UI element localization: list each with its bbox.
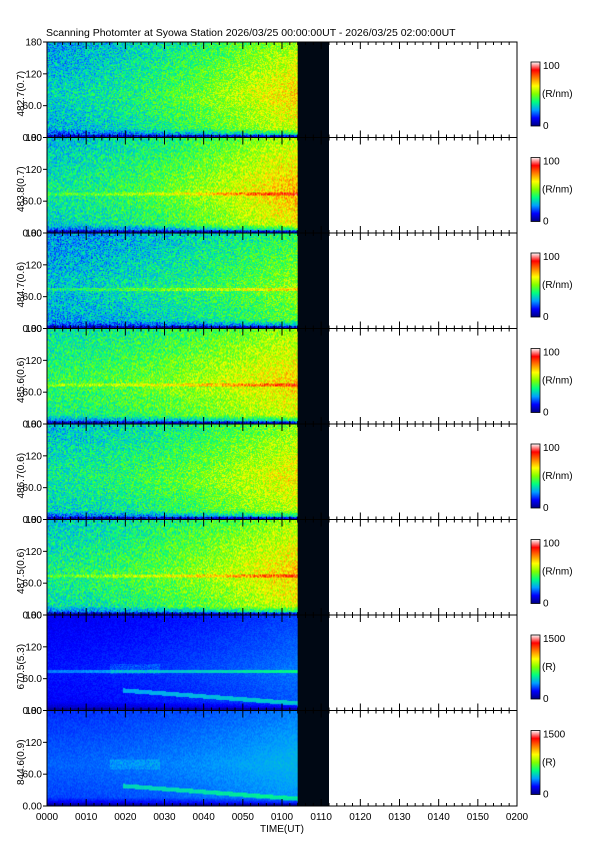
heatmap-image [47,615,298,711]
x-tick-label: 0100 [271,812,294,823]
colorbar-max-label: 100 [543,61,560,72]
heatmap-image [47,711,298,807]
colorbar-max-label: 1500 [543,634,566,645]
x-tick-label: 0140 [428,812,451,823]
y-tick-label: 180 [25,611,42,622]
colorbar-min-label: 0 [543,217,549,228]
x-tick-label: 0050 [232,812,255,823]
panel-label: 482.7(0.7) [16,71,27,117]
colorbar-max-label: 100 [543,157,560,168]
colorbar-max-label: 100 [543,252,560,263]
colorbar-max-label: 100 [543,348,560,359]
no-data-band [298,424,329,520]
panel-4: 0.0060.0120180485.6(0.6)1000(R/nm) [16,324,573,431]
x-tick-label: 0130 [388,812,411,823]
x-tick-label: 0000 [36,812,59,823]
heatmap-image [47,138,298,234]
y-tick-label: 120 [25,260,42,271]
colorbar [531,253,540,317]
colorbar-unit-label: (R/nm) [542,567,573,578]
y-tick-label: 120 [25,165,42,176]
colorbar-max-label: 1500 [543,730,566,741]
no-data-band [298,711,329,807]
colorbar [531,635,540,699]
colorbar-max-label: 100 [543,443,560,454]
panel-8: 0.00 60.0 120 180 844.6(0.9) 1500 0 (R) [16,706,566,813]
colorbar-unit-label: (R/nm) [542,471,573,482]
heatmap-image [47,233,298,329]
panel-label: 484.7(0.6) [16,262,27,308]
panel-1: 0.00 60.0 120 180 482.7(0.7) 100 0 (R/nm) [16,38,573,145]
colorbar [531,444,540,508]
x-tick-label: 0150 [467,812,490,823]
colorbar-unit-label: (R/nm) [542,376,573,387]
y-tick-label: 0.00 [23,802,43,813]
no-data-band [298,520,329,616]
panel-7: 0.00 60.0 120 180 670.5(5.3) 1500 0 (R) [16,611,566,718]
colorbar-max-label: 100 [543,539,560,550]
y-tick-label: 180 [25,324,42,335]
heatmap-image [47,329,298,425]
heatmap-image [47,42,298,138]
x-tick-label: 0120 [349,812,372,823]
colorbar-min-label: 0 [543,503,549,514]
colorbar [531,731,540,795]
colorbar-unit-label: (R/nm) [542,185,573,196]
heatmap-image [47,424,298,520]
figure-title: Scanning Photomter at Syowa Station 2026… [46,27,456,39]
no-data-band [298,329,329,425]
x-tick-label: 0040 [193,812,216,823]
panel-5: 0.00 60.0 120 180 486.7(0.6) 100 0 (R/nm) [16,420,573,527]
x-tick-label: 0200 [506,812,529,823]
y-tick-label: 120 [25,642,42,653]
x-tick-label: 0010 [75,812,98,823]
time-axis: 0000 0010 0020 0030 0040 0050 0100 0110 0120 0130… [36,812,529,835]
panel-2: 0.00 60.0 120 180 483.8(0.7) 100 0 (R/nm) [16,133,573,240]
panel-6: 0.00 60.0 120 180 487.5(0.6) 100 0 (R/nm) [16,515,573,622]
colorbar-min-label: 0 [543,790,549,801]
y-tick-label: 120 [25,451,42,462]
y-tick-label: 180 [25,706,42,717]
y-tick-label: 180 [25,515,42,526]
heatmap-image [47,520,298,616]
colorbar-unit-label: (R/nm) [542,280,573,291]
y-tick-label: 180 [25,420,42,431]
colorbar-unit-label: (R) [542,662,556,673]
panel-label: 485.6(0.6) [16,357,27,403]
panel-label: 486.7(0.6) [16,453,27,499]
no-data-band [298,138,329,234]
colorbar [531,349,540,413]
colorbar-min-label: 0 [543,408,549,419]
panel-3: 0.00 60.0 120 180 484.7(0.6) 100 0 (R/nm) [16,229,573,336]
no-data-band [298,615,329,711]
no-data-band [298,233,329,329]
y-tick-label: 180 [25,229,42,240]
no-data-band [298,42,329,138]
colorbar [531,62,540,126]
panels: 0.00 60.0 120 180 482.7(0.7) 100 0 (R/nm) 0.00 60… [16,38,573,813]
y-tick-label: 120 [25,69,42,80]
panel-label: 483.8(0.7) [16,166,27,212]
colorbar-unit-label: (R) [542,758,556,769]
panel-label: 487.5(0.6) [16,548,27,594]
y-tick-label: 180 [25,38,42,49]
colorbar-min-label: 0 [543,312,549,323]
colorbar-min-label: 0 [543,599,549,610]
x-axis-title: TIME(UT) [260,824,304,835]
colorbar [531,158,540,222]
x-tick-label: 0020 [114,812,137,823]
colorbar-unit-label: (R/nm) [542,89,573,100]
colorbar-min-label: 0 [543,694,549,705]
y-tick-label: 180 [25,133,42,144]
panel-label: 670.5(5.3) [16,644,27,690]
x-tick-label: 0110 [310,812,332,823]
colorbar [531,540,540,604]
y-tick-label: 120 [25,356,42,367]
x-tick-label: 0030 [153,812,176,823]
y-tick-label: 120 [25,738,42,749]
colorbar-min-label: 0 [543,121,549,132]
y-tick-label: 120 [25,547,42,558]
panel-label: 844.6(0.9) [16,739,27,785]
